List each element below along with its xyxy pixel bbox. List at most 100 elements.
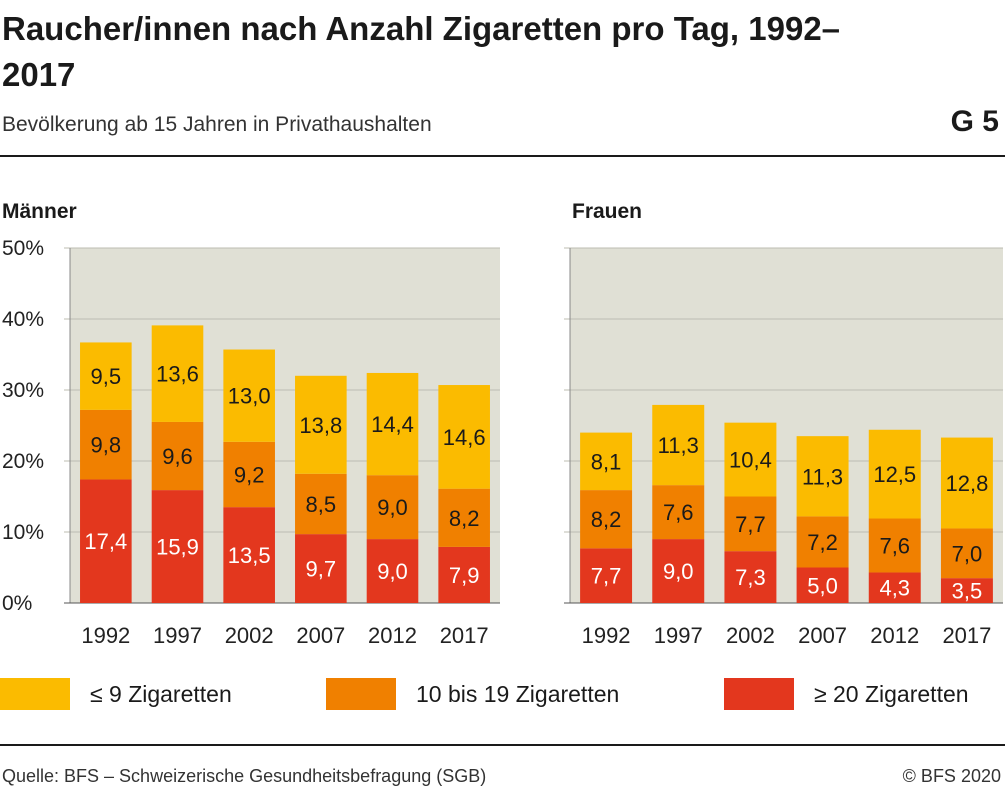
y-tick-label: 0% <box>2 592 32 615</box>
bar-segment <box>652 485 705 540</box>
data-label: 8,5 <box>306 492 337 517</box>
y-tick-label: 50% <box>2 237 44 260</box>
data-label: 9,2 <box>234 462 265 487</box>
bar-segment <box>438 385 490 489</box>
chart-subtitle: Bevölkerung ab 15 Jahren in Privathausha… <box>2 113 432 136</box>
x-tick-label: 2007 <box>296 623 345 648</box>
data-label: 7,7 <box>735 512 766 537</box>
data-label: 13,0 <box>228 384 271 409</box>
data-label: 13,5 <box>228 543 271 568</box>
data-label: 7,6 <box>879 533 910 558</box>
data-label: 7,6 <box>663 500 694 525</box>
data-label: 7,9 <box>449 563 480 588</box>
data-label: 9,7 <box>306 557 337 582</box>
bar-segment <box>366 372 419 476</box>
bar-segment <box>151 325 204 422</box>
x-tick-label: 1992 <box>582 623 631 648</box>
bar-segment <box>80 342 132 410</box>
bar-segment <box>940 528 993 579</box>
panel-title-women: Frauen <box>572 200 643 223</box>
x-tick-label: 2002 <box>726 623 775 648</box>
data-label: 4,3 <box>879 576 910 601</box>
bar-segment <box>724 496 777 552</box>
x-tick-label: 2017 <box>440 623 489 648</box>
data-label: 8,2 <box>591 507 622 532</box>
bar-segment <box>223 349 275 442</box>
legend-swatch-medium <box>326 678 396 710</box>
x-tick-label: 2002 <box>225 623 274 648</box>
copyright-note: © BFS 2020 <box>902 766 1001 786</box>
data-label: 5,0 <box>807 573 838 598</box>
figure-number: G 5 <box>950 105 999 138</box>
plot-area-women <box>570 248 1003 603</box>
bar-segment <box>796 516 849 568</box>
bar-segment <box>366 475 419 540</box>
x-tick-label: 1997 <box>153 623 202 648</box>
data-label: 9,0 <box>377 559 408 584</box>
legend-swatch-heavy <box>724 678 794 710</box>
chart-title: Raucher/innen nach Anzahl Zigaretten pro… <box>2 10 841 93</box>
bar-segment <box>151 490 204 603</box>
x-tick-label: 2012 <box>368 623 417 648</box>
bar-segment <box>223 507 275 603</box>
x-tick-label: 2012 <box>870 623 919 648</box>
data-label: 14,4 <box>371 412 414 437</box>
data-label: 15,9 <box>156 535 199 560</box>
legend-label-light: ≤ 9 Zigaretten <box>90 681 232 707</box>
bar-segment <box>796 567 849 603</box>
data-label: 11,3 <box>802 464 843 489</box>
legend-label-medium: 10 bis 19 Zigaretten <box>416 681 620 707</box>
bar-segment <box>223 441 275 508</box>
bar-segment <box>868 429 921 519</box>
bar-segment <box>580 432 633 491</box>
plot-area-men <box>70 248 500 603</box>
data-label: 3,5 <box>952 579 983 604</box>
bar-segment <box>724 422 777 497</box>
legend: ≤ 9 Zigaretten 10 bis 19 Zigaretten ≥ 20… <box>0 676 1005 712</box>
y-tick-label: 20% <box>2 450 44 473</box>
legend-swatch-light <box>0 678 70 710</box>
data-label: 10,4 <box>729 448 772 473</box>
data-label: 8,1 <box>591 449 622 474</box>
bar-segment <box>295 534 347 603</box>
bar-segment <box>80 479 132 603</box>
data-label: 13,8 <box>299 413 342 438</box>
legend-label-heavy: ≥ 20 Zigaretten <box>814 681 969 707</box>
data-label: 9,5 <box>91 364 122 389</box>
bar-segment <box>724 551 777 603</box>
bar-segment <box>940 437 993 529</box>
x-tick-label: 1992 <box>81 623 130 648</box>
bar-segment <box>796 436 849 517</box>
data-label: 12,8 <box>946 471 989 496</box>
bar-segment <box>151 421 204 491</box>
stacked-bar-charts: 0% 10% 20% 30% 40% 50% 17,4 9,8 9,5 1992 15,9 9,6 13… <box>2 237 1003 648</box>
footer-divider <box>0 744 1005 746</box>
data-label: 17,4 <box>84 529 127 554</box>
bar-segment <box>295 473 347 535</box>
bar-segment <box>295 375 347 474</box>
bar-segment <box>438 488 490 547</box>
data-label: 11,3 <box>658 433 699 458</box>
bar-segment <box>940 578 993 603</box>
data-label: 12,5 <box>873 462 916 487</box>
bar-segment <box>80 409 132 480</box>
data-label: 7,0 <box>952 541 983 566</box>
data-label: 9,0 <box>377 495 408 520</box>
x-tick-label: 1997 <box>654 623 703 648</box>
data-label: 13,6 <box>156 362 199 387</box>
bar-segment <box>652 539 705 603</box>
data-label: 7,3 <box>735 565 766 590</box>
data-label: 9,6 <box>162 444 193 469</box>
data-label: 7,2 <box>807 530 838 555</box>
data-label: 8,2 <box>449 506 480 531</box>
bar-segment <box>868 518 921 573</box>
data-label: 9,8 <box>91 433 122 458</box>
bar-segment <box>438 546 490 603</box>
x-tick-label: 2007 <box>798 623 847 648</box>
bar-segment <box>580 548 633 603</box>
data-label: 7,7 <box>591 564 622 589</box>
bar-segment <box>652 404 705 486</box>
source-note: Quelle: BFS – Schweizerische Gesundheits… <box>2 766 487 786</box>
x-tick-label: 2017 <box>942 623 991 648</box>
y-tick-label: 10% <box>2 521 44 544</box>
